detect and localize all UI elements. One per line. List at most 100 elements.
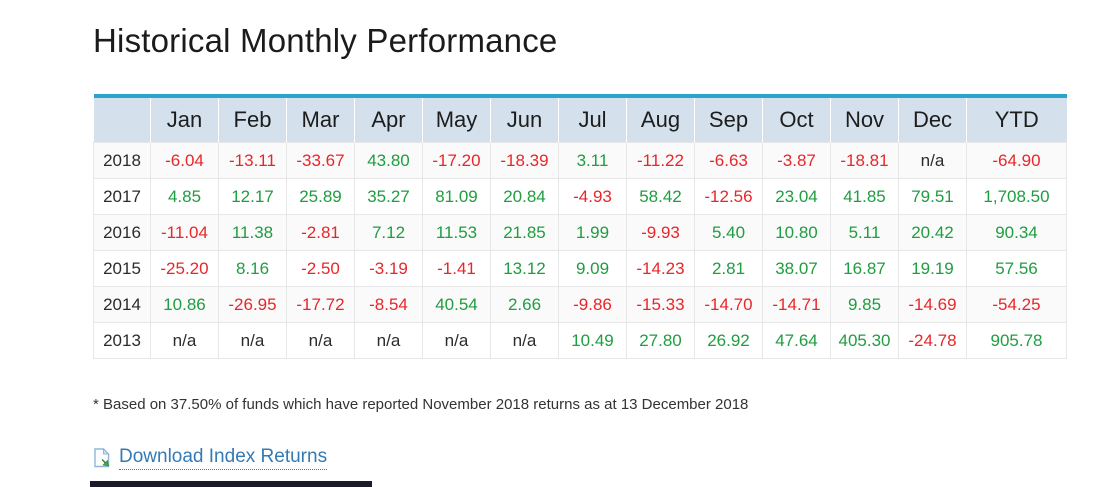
row-year-label: 2015	[93, 250, 151, 287]
value-cell: 4.85	[150, 178, 219, 215]
download-row: Download Index Returns	[93, 446, 1100, 470]
value-cell: 8.16	[218, 250, 287, 287]
header-row: Jan Feb Mar Apr May Jun Jul Aug Sep Oct Nov Dec YTD	[93, 94, 1067, 143]
value-cell: -2.81	[286, 214, 355, 251]
value-cell: -3.87	[762, 142, 831, 179]
value-cell: 11.53	[422, 214, 491, 251]
table-body: 2018 -6.04 -13.11 -33.67 43.80 -17.20 -18.39 3.…	[93, 142, 1067, 359]
column-header-jul: Jul	[558, 94, 627, 143]
value-cell: 21.85	[490, 214, 559, 251]
column-header-mar: Mar	[286, 94, 355, 143]
value-cell: n/a	[150, 322, 219, 359]
column-header-jun: Jun	[490, 94, 559, 143]
page-title: Historical Monthly Performance	[93, 22, 558, 59]
value-cell: 26.92	[694, 322, 763, 359]
value-cell: -13.11	[218, 142, 287, 179]
excel-download-icon	[93, 448, 111, 468]
value-cell: -54.25	[966, 286, 1067, 323]
value-cell: 27.80	[626, 322, 695, 359]
value-cell: -14.23	[626, 250, 695, 287]
performance-section: Historical Monthly Performance Jan Feb Mar…	[93, 22, 1100, 470]
table-row-2013: 2013 n/a n/a n/a n/a n/a n/a 10.49 27.80 26.92 47.…	[93, 322, 1067, 359]
value-cell: 20.42	[898, 214, 967, 251]
value-cell: 9.09	[558, 250, 627, 287]
value-cell: 47.64	[762, 322, 831, 359]
value-cell: 58.42	[626, 178, 695, 215]
value-cell: 5.11	[830, 214, 899, 251]
value-cell: -12.56	[694, 178, 763, 215]
value-cell: 7.12	[354, 214, 423, 251]
table-row-2016: 2016 -11.04 11.38 -2.81 7.12 11.53 21.85 1.99 -9…	[93, 214, 1067, 251]
value-cell: -17.20	[422, 142, 491, 179]
value-cell: 19.19	[898, 250, 967, 287]
value-cell: n/a	[218, 322, 287, 359]
column-header-nov: Nov	[830, 94, 899, 143]
value-cell: 2.66	[490, 286, 559, 323]
value-cell: 9.85	[830, 286, 899, 323]
value-cell: 20.84	[490, 178, 559, 215]
value-cell: n/a	[354, 322, 423, 359]
value-cell: 1.99	[558, 214, 627, 251]
value-cell: 90.34	[966, 214, 1067, 251]
value-cell: 10.86	[150, 286, 219, 323]
value-cell: -3.19	[354, 250, 423, 287]
corner-header	[93, 94, 151, 143]
column-header-apr: Apr	[354, 94, 423, 143]
row-year-label: 2013	[93, 322, 151, 359]
value-cell: 10.80	[762, 214, 831, 251]
column-header-may: May	[422, 94, 491, 143]
column-header-ytd: YTD	[966, 94, 1067, 143]
value-cell: -4.93	[558, 178, 627, 215]
table-row-2017: 2017 4.85 12.17 25.89 35.27 81.09 20.84 -4.93 58…	[93, 178, 1067, 215]
value-cell: -9.86	[558, 286, 627, 323]
value-cell: -26.95	[218, 286, 287, 323]
column-header-dec: Dec	[898, 94, 967, 143]
value-cell: 905.78	[966, 322, 1067, 359]
table-row-2015: 2015 -25.20 8.16 -2.50 -3.19 -1.41 13.12 9.09 -1…	[93, 250, 1067, 287]
cutoff-footer-bar	[90, 481, 372, 487]
value-cell: 23.04	[762, 178, 831, 215]
value-cell: -17.72	[286, 286, 355, 323]
table-row-2018: 2018 -6.04 -13.11 -33.67 43.80 -17.20 -18.39 3.…	[93, 142, 1067, 179]
value-cell: -14.71	[762, 286, 831, 323]
value-cell: -25.20	[150, 250, 219, 287]
value-cell: 57.56	[966, 250, 1067, 287]
table-header: Jan Feb Mar Apr May Jun Jul Aug Sep Oct Nov Dec YTD	[93, 94, 1067, 143]
value-cell: -11.04	[150, 214, 219, 251]
row-year-label: 2014	[93, 286, 151, 323]
footnote: * Based on 37.50% of funds which have re…	[93, 396, 749, 413]
column-header-jan: Jan	[150, 94, 219, 143]
value-cell: 16.87	[830, 250, 899, 287]
value-cell: -2.50	[286, 250, 355, 287]
download-index-returns-link[interactable]: Download Index Returns	[119, 446, 328, 470]
value-cell: -64.90	[966, 142, 1067, 179]
value-cell: 25.89	[286, 178, 355, 215]
value-cell: -6.04	[150, 142, 219, 179]
value-cell: -18.39	[490, 142, 559, 179]
column-header-aug: Aug	[626, 94, 695, 143]
column-header-sep: Sep	[694, 94, 763, 143]
value-cell: -24.78	[898, 322, 967, 359]
value-cell: 35.27	[354, 178, 423, 215]
value-cell: -14.70	[694, 286, 763, 323]
value-cell: -9.93	[626, 214, 695, 251]
column-header-feb: Feb	[218, 94, 287, 143]
value-cell: 5.40	[694, 214, 763, 251]
value-cell: -18.81	[830, 142, 899, 179]
value-cell: n/a	[422, 322, 491, 359]
value-cell: -6.63	[694, 142, 763, 179]
value-cell: -1.41	[422, 250, 491, 287]
value-cell: 79.51	[898, 178, 967, 215]
value-cell: 10.49	[558, 322, 627, 359]
column-header-oct: Oct	[762, 94, 831, 143]
row-year-label: 2017	[93, 178, 151, 215]
value-cell: -8.54	[354, 286, 423, 323]
value-cell: 38.07	[762, 250, 831, 287]
value-cell: 3.11	[558, 142, 627, 179]
value-cell: n/a	[898, 142, 967, 179]
monthly-performance-table: Jan Feb Mar Apr May Jun Jul Aug Sep Oct Nov Dec YTD …	[93, 94, 1067, 359]
table-row-2014: 2014 10.86 -26.95 -17.72 -8.54 40.54 2.66 -9.86…	[93, 286, 1067, 323]
value-cell: 12.17	[218, 178, 287, 215]
value-cell: n/a	[286, 322, 355, 359]
value-cell: -15.33	[626, 286, 695, 323]
